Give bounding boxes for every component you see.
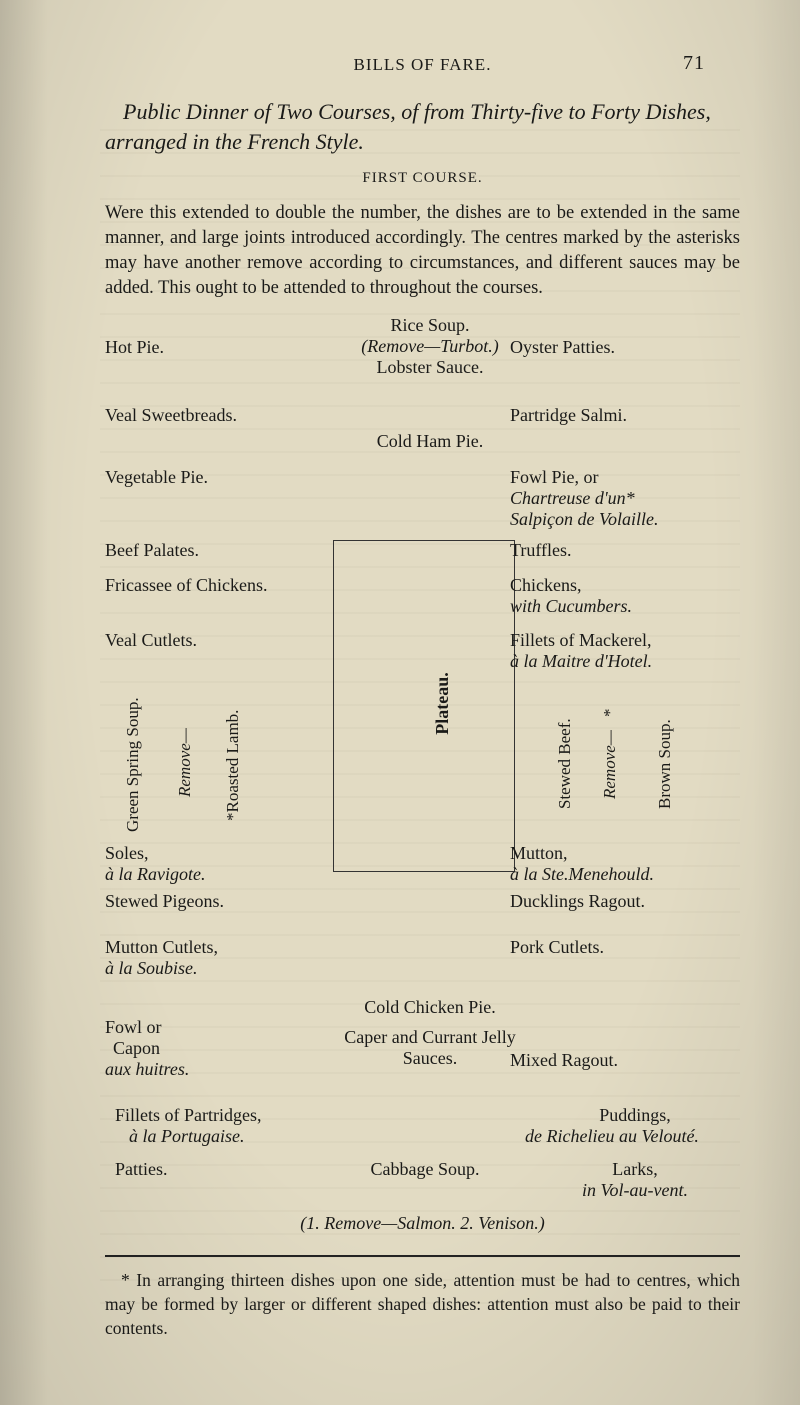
soles-1: Soles,: [105, 843, 325, 864]
remove-line: (1. Remove—Salmon. 2. Venison.): [105, 1213, 740, 1237]
mutton-2: à la Ste.Menehould.: [510, 864, 740, 885]
soles-2: à la Ravigote.: [105, 864, 325, 885]
fowl-pie-3: Salpiçon de Volaille.: [510, 509, 740, 530]
green-spring-soup: Green Spring Soup.: [123, 698, 143, 833]
roasted-lamb: *Roasted Lamb.: [223, 710, 243, 821]
puddings-1: Puddings,: [525, 1105, 745, 1126]
ducklings: Ducklings Ragout.: [510, 891, 740, 912]
chickens-2: with Cucumbers.: [510, 596, 740, 617]
veal-sweetbreads: Veal Sweetbreads.: [105, 405, 325, 426]
mutton-cutlets-2: à la Soubise.: [105, 958, 325, 979]
brown-soup: Brown Soup.: [655, 720, 675, 810]
running-title: BILLS OF FARE.: [354, 55, 492, 74]
center-rice-soup: Rice Soup. (Remove—Turbot.) Lobster Sauc…: [335, 315, 525, 378]
page-number: 71: [683, 52, 705, 75]
fricassee: Fricassee of Chickens.: [105, 575, 325, 596]
cabbage-soup: Cabbage Soup.: [325, 1159, 525, 1180]
oyster-patties: Oyster Patties.: [510, 337, 740, 358]
plateau-box: [333, 540, 515, 872]
pork-cutlets: Pork Cutlets.: [510, 937, 740, 958]
fowl-capon-3: aux huitres.: [105, 1059, 325, 1080]
section-head: FIRST COURSE.: [105, 170, 740, 187]
fowl-pie-1: Fowl Pie, or: [510, 467, 740, 488]
fowl-capon-block: Fowl or Capon aux huitres.: [105, 1017, 325, 1080]
larks-2: in Vol-au-vent.: [525, 1180, 745, 1201]
soles-block: Soles, à la Ravigote.: [105, 843, 325, 885]
truffles: Truffles.: [510, 540, 740, 561]
fowl-capon-2: Capon: [105, 1038, 325, 1059]
vertical-left-group: Green Spring Soup. Remove— *Roasted Lamb…: [105, 657, 315, 817]
fp-1: Fillets of Partridges,: [115, 1105, 262, 1126]
mutton-block: Mutton, à la Ste.Menehould.: [510, 843, 740, 885]
divider-rule: [105, 1255, 740, 1257]
remove-turbot: (Remove—Turbot.): [335, 336, 525, 357]
lobster-sauce: Lobster Sauce.: [335, 357, 525, 378]
partridge-salmi: Partridge Salmi.: [510, 405, 740, 426]
stewed-beef: Stewed Beef.: [555, 719, 575, 810]
mutton-1: Mutton,: [510, 843, 740, 864]
vertical-right-group: Stewed Beef. Remove— * Brown Soup.: [545, 657, 745, 817]
intro-paragraph: Were this extended to double the number,…: [105, 201, 740, 301]
mutton-cutlets-1: Mutton Cutlets,: [105, 937, 325, 958]
fp-2: à la Portugaise.: [115, 1126, 262, 1147]
patties: Patties.: [115, 1159, 168, 1180]
remove-left: Remove—: [175, 728, 195, 797]
cold-ham-pie: Cold Ham Pie.: [335, 431, 525, 452]
cold-chicken-pie: Cold Chicken Pie.: [335, 997, 525, 1018]
puddings-2: de Richelieu au Velouté.: [525, 1126, 745, 1147]
plateau-label: Plateau.: [432, 673, 453, 736]
caper-jelly-2: Sauces.: [335, 1048, 525, 1069]
mutton-cutlets-block: Mutton Cutlets, à la Soubise.: [105, 937, 325, 979]
vegetable-pie: Vegetable Pie.: [105, 467, 325, 488]
fillets-1: Fillets of Mackerel,: [510, 630, 740, 651]
mixed-ragout: Mixed Ragout.: [510, 1050, 740, 1071]
puddings: Puddings, de Richelieu au Velouté.: [525, 1105, 745, 1147]
main-title: Public Dinner of Two Courses, of from Th…: [105, 97, 740, 156]
fowl-pie-block: Fowl Pie, or Chartreuse d'un* Salpiçon d…: [510, 467, 740, 530]
running-head: BILLS OF FARE. 71: [105, 55, 740, 75]
fillets-partridges: Fillets of Partridges, à la Portugaise.: [115, 1105, 262, 1147]
larks-1: Larks,: [525, 1159, 745, 1180]
star-right: *: [600, 709, 620, 718]
veal-cutlets: Veal Cutlets.: [105, 630, 325, 651]
larks: Larks, in Vol-au-vent.: [525, 1159, 745, 1201]
remove-right: Remove—: [600, 730, 620, 799]
caper-jelly-block: Caper and Currant Jelly Sauces.: [335, 1027, 525, 1069]
chickens-1: Chickens,: [510, 575, 740, 596]
chickens-block: Chickens, with Cucumbers.: [510, 575, 740, 617]
hot-pie: Hot Pie.: [105, 337, 325, 358]
fowl-pie-2: Chartreuse d'un*: [510, 488, 740, 509]
bottom-block: Fillets of Partridges, à la Portugaise. …: [105, 1105, 740, 1237]
beef-palates: Beef Palates.: [105, 540, 325, 561]
stewed-pigeons: Stewed Pigeons.: [105, 891, 325, 912]
page: BILLS OF FARE. 71 Public Dinner of Two C…: [0, 0, 800, 1405]
fowl-capon-1: Fowl or: [105, 1017, 325, 1038]
footnote: * In arranging thirteen dishes upon one …: [105, 1269, 740, 1340]
caper-jelly-1: Caper and Currant Jelly: [335, 1027, 525, 1048]
menu-grid: Rice Soup. (Remove—Turbot.) Lobster Sauc…: [105, 315, 740, 1095]
rice-soup: Rice Soup.: [335, 315, 525, 336]
